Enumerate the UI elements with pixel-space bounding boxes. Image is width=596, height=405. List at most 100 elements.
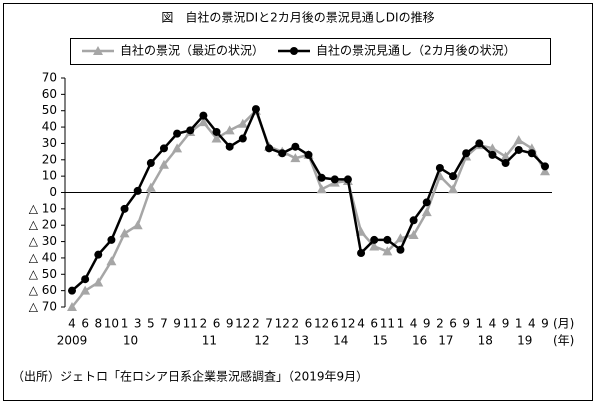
x-tick-label: 2 [292, 317, 300, 331]
frame [3, 3, 593, 401]
data-point [462, 149, 471, 158]
data-point [317, 173, 326, 182]
y-tick-label: 40 [42, 120, 57, 134]
x-tick-label: 6 [370, 317, 378, 331]
data-point [81, 275, 90, 284]
data-point [278, 149, 287, 158]
data-point [159, 144, 168, 153]
data-point [199, 111, 208, 120]
source-note: （出所）ジェトロ「在ロシア日系企業景況感調査」（2019年9月） [12, 369, 368, 384]
data-point [158, 159, 169, 169]
x-tick-label: 5 [147, 317, 155, 331]
data-point [106, 256, 117, 266]
data-point [290, 153, 301, 163]
y-tick-label: △ 40 [29, 250, 57, 264]
legend-box [70, 38, 551, 65]
legend-marker [290, 47, 298, 55]
x-tick-label: 4 [489, 317, 497, 331]
x-tick-label: 8 [94, 317, 102, 331]
data-point [540, 166, 550, 176]
data-point [225, 142, 234, 151]
data-point [224, 125, 235, 135]
data-point [172, 143, 183, 153]
y-tick-label: 50 [42, 103, 57, 117]
data-point [68, 286, 76, 295]
x-tick-label: 4 [68, 317, 76, 331]
data-point [265, 144, 274, 153]
x-tick-label: 2 [200, 317, 208, 331]
data-point [211, 133, 222, 143]
year-label: 14 [333, 334, 348, 348]
x-tick-label: 9 [502, 317, 510, 331]
data-point [487, 143, 498, 153]
x-tick-label: 12 [235, 317, 250, 331]
year-label: 19 [517, 334, 532, 348]
data-point [330, 175, 339, 184]
x-tick-label: 4 [357, 317, 365, 331]
year-label: 12 [254, 334, 269, 348]
data-point [396, 245, 405, 254]
data-point [421, 207, 432, 217]
x-tick-label: 9 [462, 317, 470, 331]
data-point [449, 172, 458, 181]
data-point [94, 250, 103, 259]
x-tick-label: 6 [331, 317, 339, 331]
data-point [238, 134, 247, 143]
y-tick-label: 60 [42, 87, 57, 101]
data-point [357, 249, 366, 258]
data-point [370, 235, 379, 244]
x-tick-label: 11 [183, 317, 198, 331]
y-tick-label: △ 60 [29, 283, 57, 297]
data-point [500, 151, 511, 161]
year-label: 13 [294, 334, 309, 348]
data-point [488, 150, 497, 159]
data-point [186, 126, 195, 135]
y-tick-label: △ 30 [29, 234, 57, 248]
legend-marker [93, 46, 103, 55]
data-point [541, 162, 549, 171]
y-tick-label: 10 [42, 169, 57, 183]
y-tick-label: 20 [42, 152, 57, 166]
x-tick-label: 10 [104, 317, 119, 331]
y-tick-label: 0 [49, 185, 57, 199]
x-unit: (月) [553, 317, 574, 331]
x-tick-label: 7 [265, 317, 273, 331]
x-tick-label: 4 [410, 317, 418, 331]
data-point [93, 277, 104, 287]
data-point [422, 198, 431, 207]
year-unit: (年) [553, 334, 574, 348]
year-label: 2009 [57, 334, 88, 348]
data-point [435, 163, 444, 172]
data-point [514, 145, 523, 154]
x-tick-label: 11 [380, 317, 395, 331]
x-tick-label: 6 [213, 317, 221, 331]
data-point [448, 184, 459, 194]
x-tick-label: 12 [275, 317, 290, 331]
chart-title: 図 自社の景況DIと2カ月後の景況見通しDIの推移 [161, 10, 434, 25]
data-point [107, 235, 116, 244]
x-tick-label: 9 [423, 317, 431, 331]
data-point [316, 184, 327, 194]
data-point [132, 220, 143, 230]
data-point [409, 216, 418, 225]
x-tick-label: 1 [397, 317, 405, 331]
x-tick-label: 3 [134, 317, 142, 331]
data-point [67, 302, 77, 311]
x-tick-label: 12 [340, 317, 355, 331]
y-tick-label: 30 [42, 136, 57, 150]
data-point [395, 233, 406, 243]
data-point [145, 182, 156, 192]
data-point [343, 175, 352, 184]
data-point [408, 230, 419, 240]
series-line [71, 105, 546, 292]
data-point [146, 159, 155, 168]
x-tick-label: 6 [81, 317, 89, 331]
year-label: 18 [478, 334, 493, 348]
x-tick-label: 1 [475, 317, 483, 331]
data-point [198, 117, 209, 127]
data-point [382, 246, 393, 256]
data-point [119, 228, 130, 238]
data-point [475, 139, 484, 148]
y-tick-label: △ 70 [29, 300, 57, 314]
